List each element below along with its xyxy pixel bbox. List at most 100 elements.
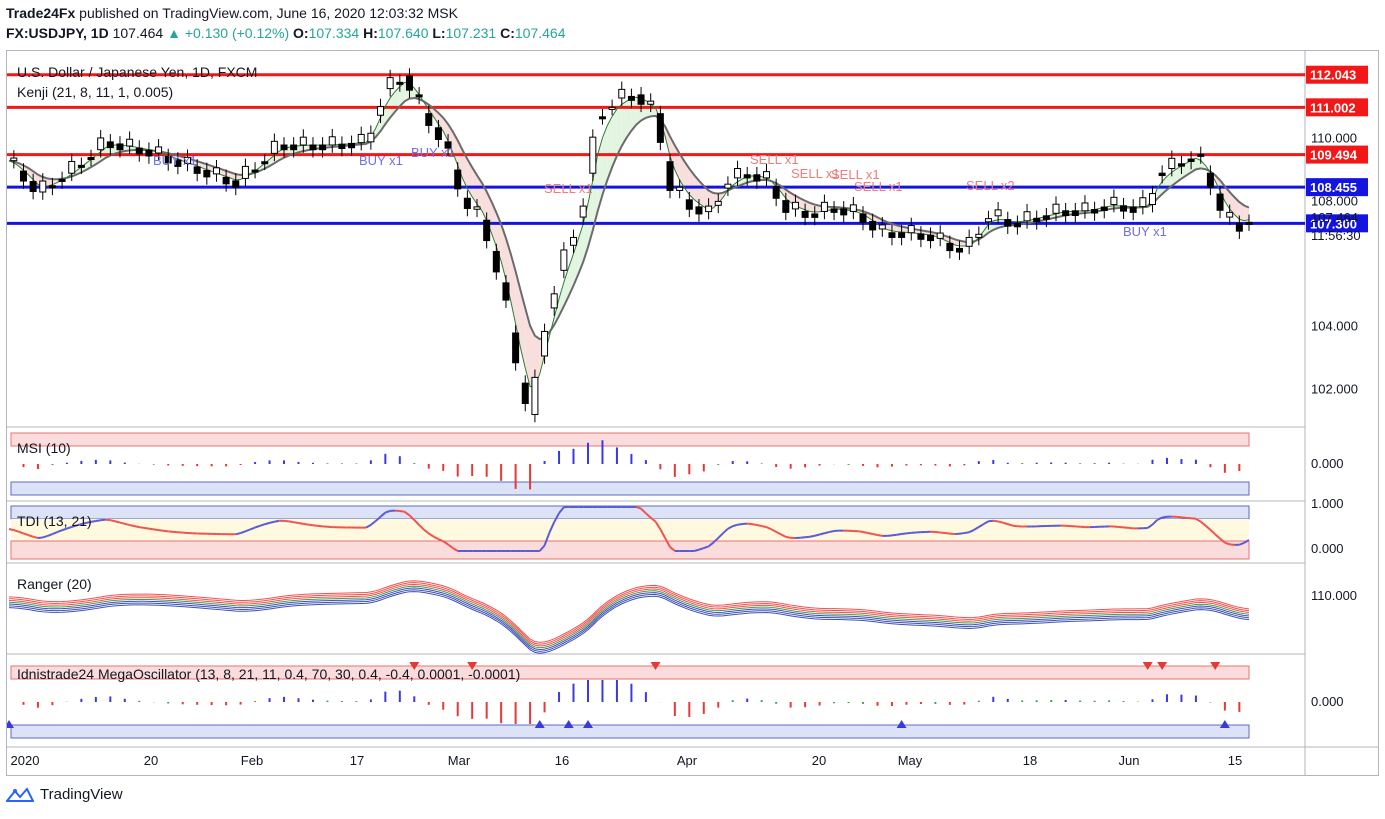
candle-body — [1197, 153, 1205, 157]
tdi-line-segment — [664, 537, 671, 548]
tdi-line-segment — [872, 533, 878, 536]
tdi-line-segment — [423, 528, 430, 535]
low-label: L: — [432, 25, 446, 41]
tdi-line-segment — [1238, 541, 1245, 546]
candle-body — [1120, 205, 1128, 212]
time-axis-label: Jun — [1119, 753, 1140, 768]
candle-body — [598, 116, 606, 120]
kenji-cloud-segment — [47, 178, 53, 187]
candle-body — [647, 100, 655, 105]
candle-body — [589, 136, 597, 174]
tdi-line-segment — [158, 529, 164, 532]
time-axis-label: 17 — [350, 753, 364, 768]
candle-body — [753, 174, 761, 182]
candle-body — [415, 94, 423, 98]
tdi-line-segment — [100, 518, 106, 522]
tdi-line-segment — [698, 547, 705, 551]
candle-body — [367, 132, 375, 143]
tdi-line-segment — [906, 531, 912, 535]
kenji-cloud-segment — [621, 101, 627, 146]
tdi-lower-zone — [10, 540, 1250, 560]
mega-oscillator-title[interactable]: Idnistrade24 MegaOscillator (13, 8, 21, … — [17, 666, 520, 682]
tdi-line-segment — [37, 536, 43, 540]
tdi-line-segment — [1151, 519, 1159, 526]
tdi-line-segment — [940, 531, 946, 535]
candle-body — [386, 77, 394, 90]
tdi-line-segment — [819, 532, 825, 536]
tdi-line-segment — [433, 535, 439, 541]
candle-body — [1235, 222, 1243, 232]
tdi-line-segment — [1224, 541, 1231, 546]
tdi-line-segment — [365, 524, 372, 529]
mega-sell-arrow-icon — [409, 662, 420, 670]
tdi-line-segment — [168, 530, 174, 533]
kenji-cloud-segment — [457, 140, 463, 179]
ranger-band-line — [8, 585, 1250, 649]
candle-body — [309, 144, 317, 151]
tdi-line-segment — [1161, 515, 1168, 519]
candle-body — [531, 376, 539, 415]
tdi-line-segment — [1012, 524, 1018, 528]
candle-body — [338, 143, 346, 150]
msi-oversold-zone — [10, 481, 1250, 496]
candle-body — [714, 200, 722, 206]
candle-body — [878, 224, 886, 230]
tdi-line-segment — [867, 531, 873, 535]
tdi-middle-zone — [11, 519, 1249, 541]
kenji-cloud-segment — [1229, 192, 1235, 215]
tdi-line-segment — [747, 522, 753, 526]
mega-buy-arrow-icon — [563, 720, 574, 728]
candle-body — [174, 159, 182, 167]
tdi-line-segment — [312, 524, 318, 527]
candle-body — [77, 164, 85, 168]
open-value: 107.334 — [308, 25, 360, 41]
candle-body — [135, 147, 143, 155]
kenji-cloud-segment — [1176, 165, 1182, 183]
msi-title[interactable]: MSI (10) — [17, 440, 71, 456]
kenji-cloud-segment — [462, 150, 468, 189]
chart-frame[interactable]: BUY x1 BUY x1 BUY x1 SELL x1 SELL x1 SELL x1 S… — [4, 50, 1379, 776]
tdi-line-segment — [32, 535, 39, 539]
tdi-line-segment — [858, 530, 864, 533]
signal-label: SELL x2 — [966, 178, 1015, 193]
tdi-line-segment — [891, 533, 897, 537]
tdi-line-segment — [877, 533, 883, 537]
candle-body — [849, 204, 857, 212]
candle-body — [550, 293, 558, 309]
kenji-cloud-segment — [399, 82, 405, 107]
tdi-line-segment — [650, 516, 657, 523]
kenji-cloud-segment — [481, 182, 487, 221]
kenji-cloud-segment — [1195, 158, 1201, 170]
publisher-name[interactable]: Trade24Fx — [6, 5, 76, 21]
tdi-title[interactable]: TDI (13, 21) — [17, 513, 92, 529]
price-tag-3 — [1306, 145, 1368, 164]
price-tag-text: 108.455 — [1310, 180, 1357, 195]
tdi-line-segment — [538, 544, 546, 552]
tdi-line-segment — [1209, 529, 1216, 536]
publish-line: Trade24Fx published on TradingView.com, … — [6, 5, 458, 21]
kenji-indicator-label[interactable]: Kenji (21, 8, 11, 1, 0.005) — [17, 84, 173, 100]
candle-body — [1062, 210, 1070, 217]
tdi-line-segment — [717, 532, 724, 539]
candle-body — [155, 146, 163, 154]
tdi-line-segment — [1007, 523, 1013, 527]
kenji-cloud-segment — [525, 308, 531, 387]
candle-body — [1110, 196, 1118, 206]
tdi-line-segment — [756, 524, 762, 528]
tdi-pane: 1.000 0.000 — [8, 496, 1344, 560]
candle-body — [10, 157, 18, 162]
ranger-band-line — [8, 582, 1250, 645]
tdi-line-segment — [85, 520, 92, 524]
mega-buy-arrow-icon — [534, 720, 545, 728]
high-value: 107.640 — [377, 25, 429, 41]
price-tag-4 — [1306, 178, 1368, 197]
kenji-cloud-segment — [607, 116, 613, 181]
ranger-title[interactable]: Ranger (20) — [17, 576, 92, 592]
kenji-cloud-segment — [631, 97, 637, 131]
candle-body — [685, 199, 693, 210]
tradingview-footer[interactable]: TradingView — [6, 786, 123, 803]
candle-body — [299, 136, 307, 146]
candle-body — [434, 127, 442, 141]
